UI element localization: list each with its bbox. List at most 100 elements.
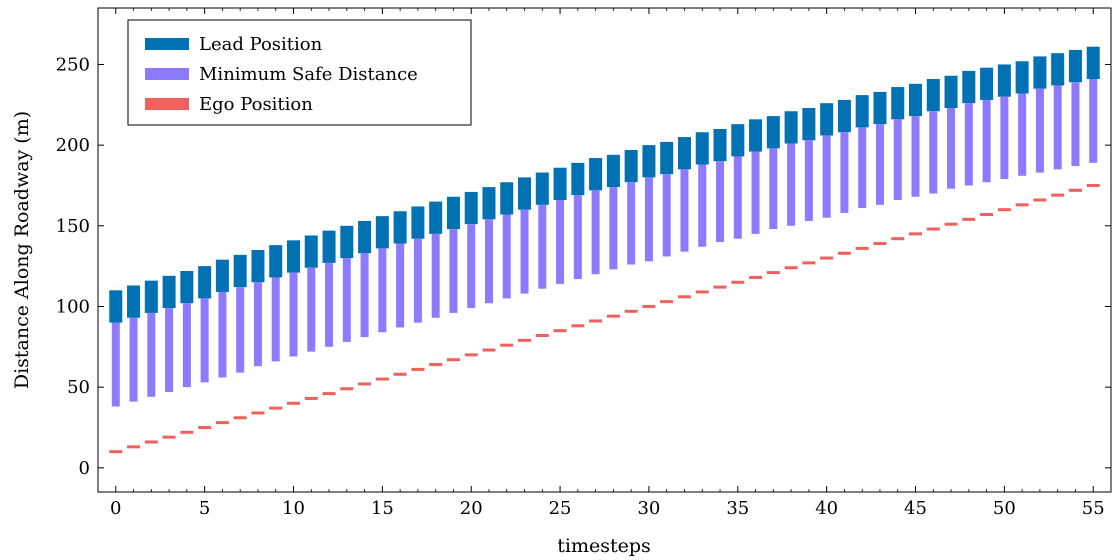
min-safe-distance-bar (573, 195, 582, 280)
plot-frame (97, 7, 1112, 493)
plot-marks (109, 46, 1100, 454)
lead-position-bar (926, 78, 940, 112)
min-safe-distance-bar (662, 174, 671, 257)
min-safe-distance-bar (271, 277, 280, 362)
min-safe-distance-bar (520, 209, 529, 294)
ego-position-mark (180, 430, 194, 434)
x-tick-label: 20 (460, 498, 483, 519)
x-tick-label: 50 (993, 498, 1016, 519)
lead-position-bar (535, 172, 549, 205)
min-safe-distance-bar (911, 116, 920, 197)
lead-position-bar (269, 245, 283, 278)
ego-position-mark (944, 222, 958, 226)
lead-position-bar (660, 141, 674, 175)
y-tick-label: 0 (79, 458, 90, 479)
ego-position-mark (393, 372, 407, 376)
min-safe-distance-bar (627, 182, 636, 265)
ego-position-mark (837, 251, 851, 255)
min-safe-distance-bar (822, 135, 831, 218)
lead-position-bar (766, 116, 780, 149)
lead-position-bar (731, 124, 745, 157)
y-tick-label: 200 (56, 135, 90, 156)
lead-position-bar (997, 64, 1011, 97)
lead-position-bar (891, 87, 905, 120)
y-tick-label: 250 (56, 54, 90, 75)
lead-position-bar (749, 119, 763, 152)
min-safe-distance-bar (1000, 96, 1009, 180)
ego-position-mark (997, 208, 1011, 212)
min-safe-distance-bar (751, 151, 760, 234)
ego-position-mark (1015, 203, 1029, 207)
ego-position-mark (642, 304, 656, 308)
x-tick-label: 35 (726, 498, 749, 519)
min-safe-distance-bar (147, 312, 156, 397)
min-safe-distance-bar (378, 248, 387, 333)
ego-position-mark (215, 421, 229, 425)
min-safe-distance-bar (1018, 93, 1027, 176)
lead-position-bar (589, 158, 603, 191)
ego-position-mark (322, 392, 336, 396)
min-safe-distance-bar (182, 303, 191, 388)
min-safe-distance-bar (289, 272, 298, 357)
min-safe-distance-bar (804, 140, 813, 221)
lead-position-bar (553, 167, 567, 200)
min-safe-distance-bar (556, 199, 565, 284)
ego-position-mark (553, 329, 567, 333)
lead-position-bar (393, 211, 407, 244)
lead-position-bar (358, 220, 372, 254)
y-axis-label: Distance Along Roadway (m) (11, 111, 33, 389)
lead-position-bar (837, 99, 851, 133)
lead-position-bar (855, 95, 869, 128)
min-safe-distance-bar (644, 177, 653, 262)
min-safe-distance-bar (840, 132, 849, 213)
ego-position-mark (500, 343, 514, 347)
ego-position-mark (518, 338, 532, 342)
lead-position-bar (215, 259, 229, 292)
min-safe-distance-bar (591, 190, 600, 275)
legend: Lead Position Minimum Safe Distance Ego Po… (127, 19, 472, 126)
lead-position-bar (677, 137, 691, 170)
min-safe-distance-bar (929, 111, 938, 194)
min-safe-distance-bar (733, 156, 742, 239)
min-safe-distance-bar (538, 204, 547, 289)
x-tick-label: 5 (199, 498, 210, 519)
ego-position-mark (873, 242, 887, 246)
ego-position-mark (482, 348, 496, 352)
lead-position-bar (340, 225, 354, 259)
lead-position-bar (624, 149, 638, 183)
min-safe-distance-bar (396, 243, 405, 328)
x-tick-label: 15 (371, 498, 394, 519)
ego-position-mark (749, 275, 763, 279)
lead-position-bar (500, 182, 514, 215)
min-safe-distance-bar (947, 108, 956, 189)
min-safe-distance-bar (236, 287, 245, 373)
min-safe-distance-bar (325, 262, 334, 347)
min-safe-distance-bar (1071, 82, 1080, 167)
min-safe-distance-bar (111, 322, 120, 407)
ego-position-mark (535, 334, 549, 338)
lead-position-bar (606, 154, 620, 188)
min-safe-distance-bar (698, 164, 707, 247)
min-safe-distance-bar (609, 187, 618, 270)
x-tick-label: 25 (549, 498, 572, 519)
ego-position-mark (766, 271, 780, 275)
min-safe-distance-bar (893, 119, 902, 200)
ego-position-mark (1033, 198, 1047, 202)
x-tick-label: 45 (904, 498, 927, 519)
lead-position-bar (909, 83, 923, 117)
lead-position-bar (695, 132, 709, 165)
ego-position-mark (802, 261, 816, 265)
lead-position-bar (464, 191, 478, 225)
lead-position-bar (180, 270, 194, 304)
lead-position-bar (1086, 46, 1100, 79)
y-tick-label: 50 (67, 377, 90, 398)
ego-position-mark (713, 285, 727, 289)
min-safe-distance-bar (467, 224, 476, 309)
min-safe-distance-bar (360, 253, 369, 338)
lead-position-bar (429, 201, 443, 234)
ego-position-mark (304, 396, 318, 400)
ego-position-mark (429, 363, 443, 367)
lead-position-bar (962, 70, 976, 104)
legend-label: Lead Position (199, 34, 323, 55)
